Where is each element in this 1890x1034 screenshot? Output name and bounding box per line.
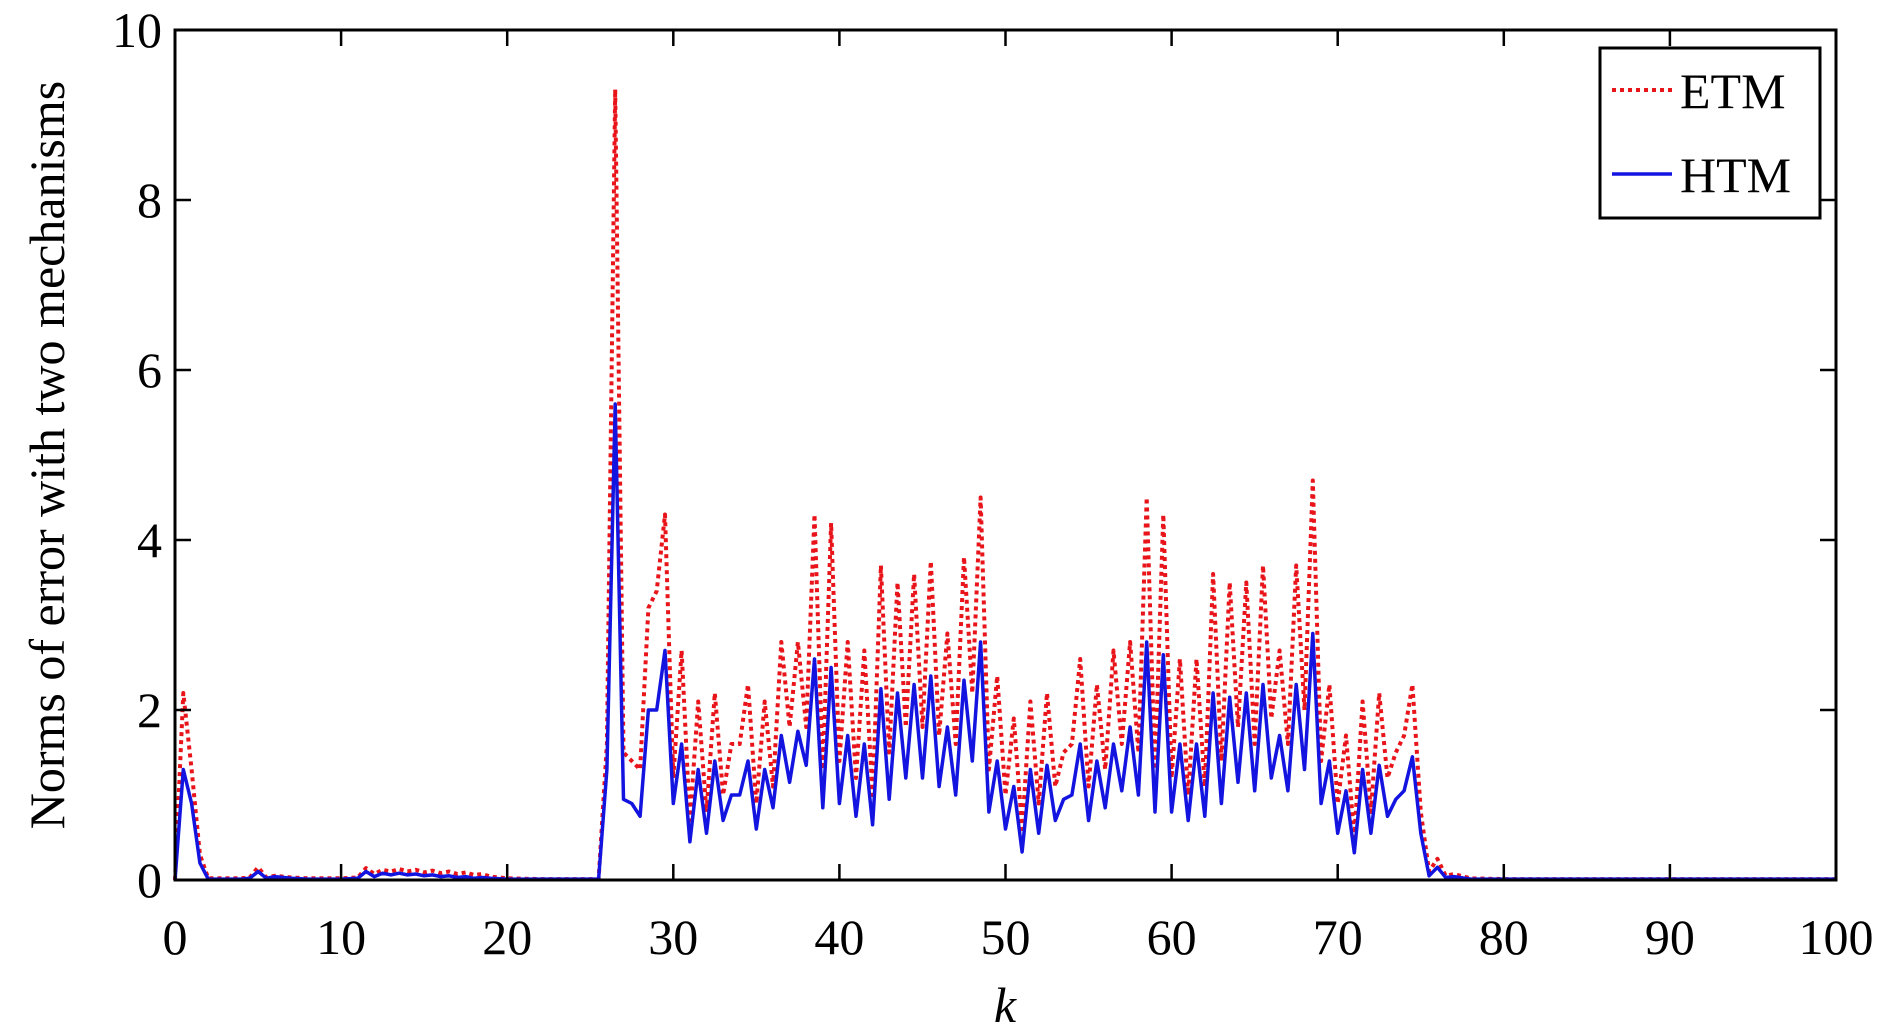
x-tick-label: 70 [1313, 909, 1363, 965]
y-tick-label: 8 [137, 172, 162, 228]
series-line-etm [173, 87, 1836, 882]
x-tick-label: 100 [1799, 909, 1874, 965]
x-tick-label: 90 [1645, 909, 1695, 965]
ticks-layer [173, 28, 1838, 882]
x-axis-label: k [994, 977, 1017, 1033]
series-layer [173, 87, 1836, 882]
legend-label-etm: ETM [1680, 63, 1786, 119]
y-tick-label: 4 [137, 512, 162, 568]
y-tick-label: 6 [137, 342, 162, 398]
x-tick-label: 10 [316, 909, 366, 965]
series-line-htm [173, 402, 1836, 881]
legend: ETM HTM [1598, 46, 1822, 220]
y-tick-label: 0 [137, 852, 162, 908]
y-tick-label: 10 [112, 2, 162, 58]
plot-area-frame [173, 28, 1838, 882]
y-tick-label: 2 [137, 682, 162, 738]
x-tick-label: 0 [163, 909, 188, 965]
y-axis-label: Norms of error with two mechanisms [19, 81, 75, 829]
tick-labels-layer: 0 10 20 30 40 50 60 70 80 90 100 0 2 4 6 8 10 [112, 2, 1874, 965]
x-tick-label: 50 [981, 909, 1031, 965]
legend-box [1598, 46, 1822, 220]
x-tick-label: 60 [1147, 909, 1197, 965]
legend-label-htm: HTM [1680, 147, 1791, 203]
x-tick-label: 30 [648, 909, 698, 965]
x-tick-label: 20 [482, 909, 532, 965]
x-tick-label: 40 [814, 909, 864, 965]
x-tick-label: 80 [1479, 909, 1529, 965]
